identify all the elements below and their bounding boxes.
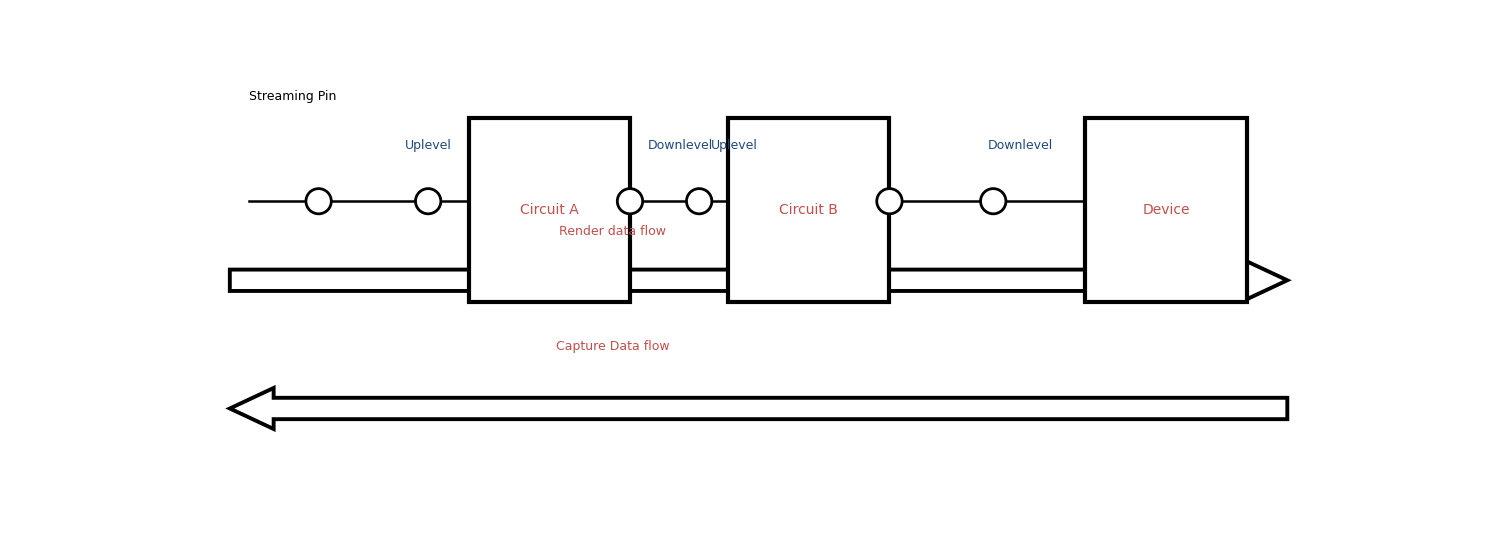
Text: Downlevel: Downlevel [647,139,713,152]
Text: Downlevel: Downlevel [988,139,1052,152]
Bar [728,118,890,302]
Ellipse shape [981,189,1006,214]
Text: Render data flow: Render data flow [559,225,667,238]
Bar [469,118,629,302]
Ellipse shape [686,189,711,214]
Text: Circuit B: Circuit B [780,203,838,217]
Polygon shape [229,388,1287,429]
Text: Uplevel: Uplevel [405,139,452,152]
Text: Capture Data flow: Capture Data flow [557,340,670,353]
Text: Streaming Pin: Streaming Pin [250,90,336,103]
Text: Device: Device [1143,203,1190,217]
Text: Circuit A: Circuit A [519,203,579,217]
Text: Uplevel: Uplevel [711,139,757,152]
Ellipse shape [415,189,440,214]
Ellipse shape [618,189,643,214]
Bar [1086,118,1247,302]
Polygon shape [229,260,1287,301]
Ellipse shape [307,189,332,214]
Ellipse shape [876,189,902,214]
